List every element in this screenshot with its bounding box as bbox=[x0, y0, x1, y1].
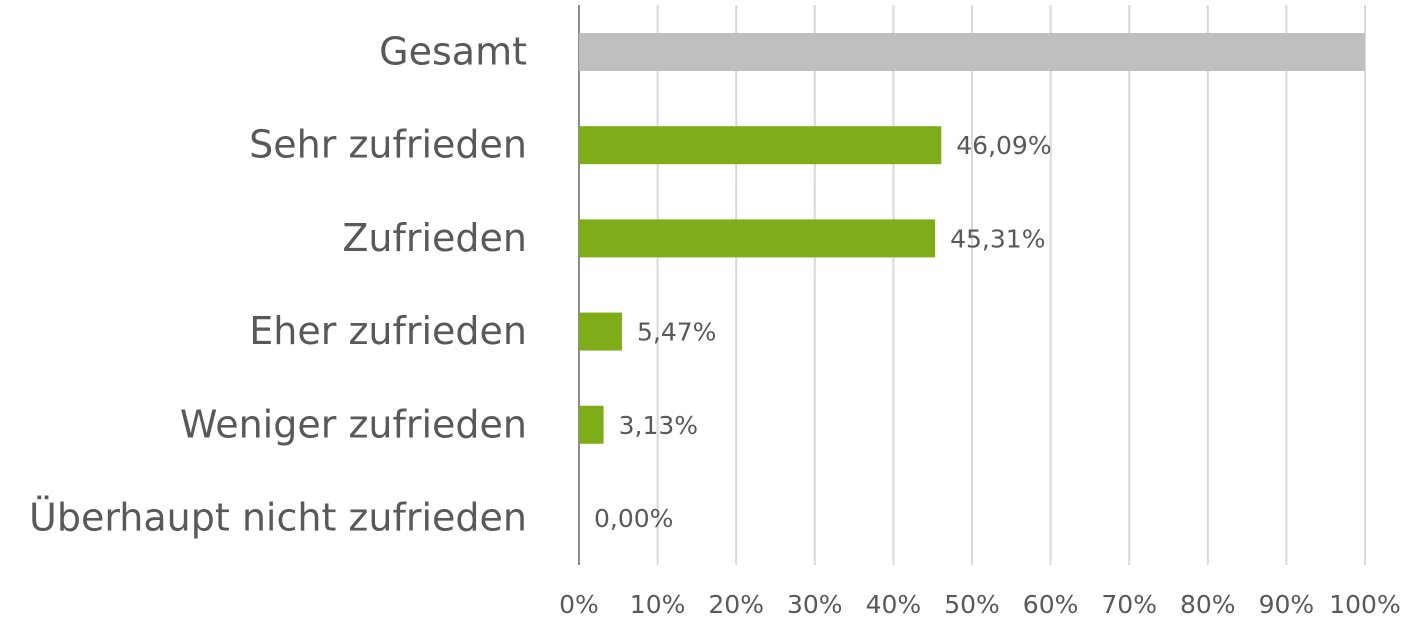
value-label: 3,13% bbox=[619, 411, 698, 440]
x-tick-label: 60% bbox=[1023, 590, 1079, 619]
category-label: Eher zufrieden bbox=[249, 309, 527, 353]
value-label: 0,00% bbox=[594, 504, 673, 533]
bar bbox=[579, 126, 942, 165]
x-tick-label: 10% bbox=[630, 590, 686, 619]
x-tick-label: 30% bbox=[787, 590, 843, 619]
category-label: Weniger zufrieden bbox=[180, 402, 527, 446]
bar bbox=[579, 219, 936, 258]
category-label: Zufrieden bbox=[342, 216, 527, 260]
x-tick-label: 40% bbox=[866, 590, 922, 619]
x-tick-label: 90% bbox=[1259, 590, 1315, 619]
x-tick-label: 70% bbox=[1101, 590, 1157, 619]
x-tick-label: 20% bbox=[708, 590, 764, 619]
value-label: 45,31% bbox=[950, 224, 1045, 253]
category-label: Sehr zufrieden bbox=[249, 123, 527, 167]
bar bbox=[579, 312, 622, 351]
x-tick-label: 100% bbox=[1329, 590, 1400, 619]
x-tick-label: 80% bbox=[1180, 590, 1236, 619]
category-label: Gesamt bbox=[379, 30, 527, 74]
x-tick-label: 50% bbox=[944, 590, 1000, 619]
category-label: Überhaupt nicht zufrieden bbox=[29, 495, 527, 539]
bar bbox=[579, 405, 604, 444]
value-label: 46,09% bbox=[956, 131, 1051, 160]
value-label: 5,47% bbox=[637, 318, 716, 347]
x-tick-label: 0% bbox=[559, 590, 599, 619]
bar bbox=[579, 33, 1365, 71]
